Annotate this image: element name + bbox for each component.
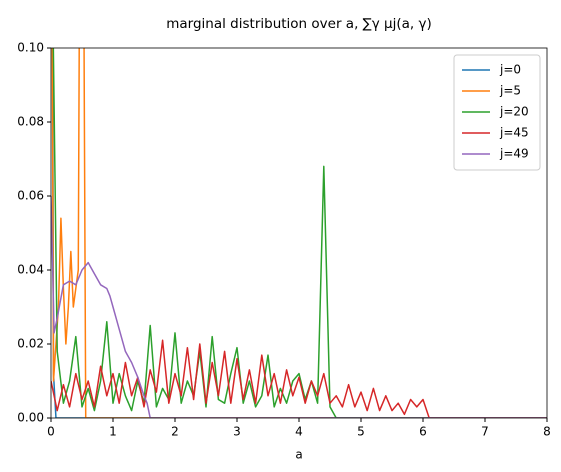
y-tick-label: 0.10 (17, 41, 44, 55)
y-tick-label: 0.06 (17, 189, 44, 203)
y-tick-label: 0.04 (17, 263, 44, 277)
legend-label: j=0 (499, 63, 521, 77)
x-tick-label: 5 (357, 425, 365, 439)
x-tick-label: 6 (419, 425, 427, 439)
x-tick-label: 7 (481, 425, 489, 439)
legend-box (453, 54, 541, 171)
x-tick-label: 1 (109, 425, 117, 439)
legend-label: j=49 (499, 147, 529, 161)
y-tick-label: 0.00 (17, 411, 44, 425)
x-tick-label: 0 (47, 425, 55, 439)
x-tick-label: 4 (295, 425, 303, 439)
y-tick-label: 0.02 (17, 337, 44, 351)
x-axis-label: a (295, 448, 302, 462)
line-series (51, 339, 547, 418)
plot-frame (50, 47, 548, 419)
x-tick-label: 8 (543, 425, 551, 439)
legend-label: j=5 (499, 84, 521, 98)
x-tick-label: 2 (171, 425, 179, 439)
legend-label: j=45 (499, 126, 529, 140)
plot-area (51, 48, 547, 418)
legend-label: j=20 (499, 105, 529, 119)
y-tick-label: 0.08 (17, 115, 44, 129)
chart-title: marginal distribution over a, ∑γ μj(a, γ… (166, 16, 432, 32)
line-series (51, 195, 547, 418)
x-tick-label: 3 (233, 425, 241, 439)
